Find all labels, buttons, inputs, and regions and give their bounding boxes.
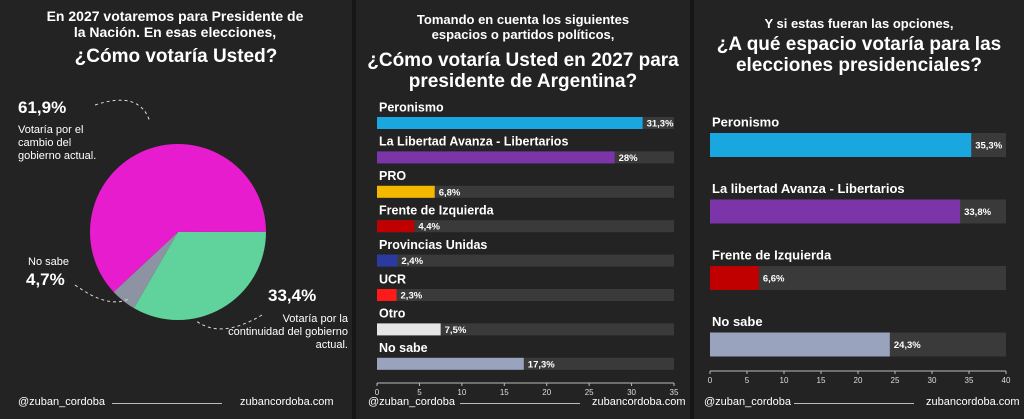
bar: [710, 199, 961, 224]
bar: [377, 220, 415, 233]
x-tick-label: 25: [585, 388, 594, 397]
footer-handle: @zuban_cordoba: [18, 396, 106, 408]
value-label: 33,8%: [964, 207, 991, 218]
bar-track: [377, 220, 674, 233]
slice-label: No sabe: [28, 256, 69, 268]
bar: [377, 323, 441, 336]
panel-pie: En 2027 votaremos para Presidente de la …: [0, 0, 352, 419]
slice-value-label: 4,7%: [26, 270, 65, 289]
pie-chart: [74, 99, 266, 330]
bar: [377, 254, 398, 267]
x-tick-label: 20: [854, 376, 863, 385]
bar-track: [377, 289, 674, 301]
chart-title: ¿A qué espacio votaría para las eleccion…: [716, 34, 1002, 76]
footer-url: zubancordoba.com: [240, 396, 334, 408]
x-tick-label: 35: [965, 376, 974, 385]
x-tick-label: 30: [928, 376, 937, 385]
category-label: Frente de Izquierda: [379, 203, 495, 217]
bar: [377, 185, 435, 198]
bar-chart: Peronismo 35,3% La libertad Avanza - Liber…: [708, 114, 1011, 385]
category-label: No sabe: [379, 341, 428, 355]
category-label: Frente de Izquierda: [712, 247, 832, 262]
value-label: 17,3%: [528, 359, 555, 370]
x-tick-label: 0: [375, 388, 380, 397]
category-label: PRO: [379, 169, 406, 183]
slice-label: Votaría por el cambio del gobierno actua…: [18, 124, 97, 162]
title-intro: Tomando en cuenta los siguientes espacio…: [416, 12, 630, 42]
bar: [377, 151, 615, 164]
x-tick-label: 10: [780, 376, 789, 385]
value-label: 35,3%: [975, 141, 1002, 152]
footer-line: [794, 403, 914, 404]
value-label: 24,3%: [894, 340, 921, 351]
slice-value-label: 33,4%: [268, 286, 317, 305]
value-label: 6,6%: [763, 274, 785, 285]
value-label: 2,4%: [401, 256, 423, 267]
bar: [710, 266, 759, 290]
footer-handle: @zuban_cordoba: [704, 396, 792, 408]
chart-title: ¿Cómo votaría Usted?: [74, 46, 278, 67]
bar: [377, 117, 643, 129]
panel-bars-2: Peronismo 35,3% La libertad Avanza - Liber…: [694, 0, 1024, 419]
value-label: 4,4%: [418, 222, 440, 233]
bar-track: [710, 266, 1006, 290]
bar: [710, 332, 890, 357]
footer-line: [112, 403, 222, 404]
annotation-arrow: [74, 284, 131, 303]
bar: [377, 357, 524, 370]
pie-slice: [113, 232, 178, 309]
bar: [710, 133, 972, 157]
x-tick-label: 15: [817, 376, 826, 385]
category-label: Peronismo: [712, 114, 779, 129]
category-label: Peronismo: [379, 100, 444, 114]
value-label: 2,3%: [401, 291, 423, 302]
footer-url: zubancordoba.com: [926, 396, 1020, 408]
x-tick-label: 15: [500, 388, 509, 397]
slice-value-label: 61,9%: [18, 98, 67, 117]
value-label: 7,5%: [445, 325, 467, 336]
bar-chart: Peronismo 31,3% La Libertad Avanza - Liber…: [375, 100, 679, 397]
x-tick-label: 10: [457, 388, 466, 397]
footer-handle: @zuban_cordoba: [368, 396, 456, 408]
title-intro: En 2027 votaremos para Presidente de la …: [46, 8, 304, 40]
panel-bars-1: Peronismo 31,3% La Libertad Avanza - Liber…: [356, 0, 690, 419]
category-label: La libertad Avanza - Libertarios: [712, 181, 905, 196]
category-label: Provincias Unidas: [379, 238, 487, 252]
x-tick-label: 0: [708, 376, 713, 385]
chart-title: ¿Cómo votaría Usted en 2027 para preside…: [367, 50, 679, 92]
x-tick-label: 20: [542, 388, 551, 397]
x-tick-label: 25: [891, 376, 900, 385]
category-label: UCR: [379, 272, 406, 286]
category-label: La Libertad Avanza - Libertarios: [379, 135, 568, 149]
bar-track: [377, 254, 674, 267]
bar-track: [377, 323, 674, 336]
annotation-arrow: [194, 314, 263, 330]
pie-slice: [133, 231, 266, 320]
footer-url: zubancordoba.com: [592, 396, 686, 408]
slice-label: Votaría por la continuidad del gobierno …: [228, 313, 348, 351]
footer-line: [460, 403, 580, 404]
x-tick-label: 35: [670, 388, 679, 397]
x-tick-label: 40: [1002, 376, 1011, 385]
category-label: Otro: [379, 307, 406, 321]
x-tick-label: 5: [417, 388, 422, 397]
value-label: 28%: [619, 153, 639, 164]
x-tick-label: 5: [745, 376, 750, 385]
pie-slice: [89, 144, 266, 293]
value-label: 31,3%: [647, 119, 674, 130]
bar-track: [377, 185, 674, 198]
bar: [377, 289, 397, 301]
annotation-arrow: [94, 99, 151, 123]
x-tick-label: 30: [627, 388, 636, 397]
category-label: No sabe: [712, 314, 763, 329]
value-label: 6,8%: [439, 187, 461, 198]
title-intro: Y si estas fueran las opciones,: [764, 16, 954, 31]
